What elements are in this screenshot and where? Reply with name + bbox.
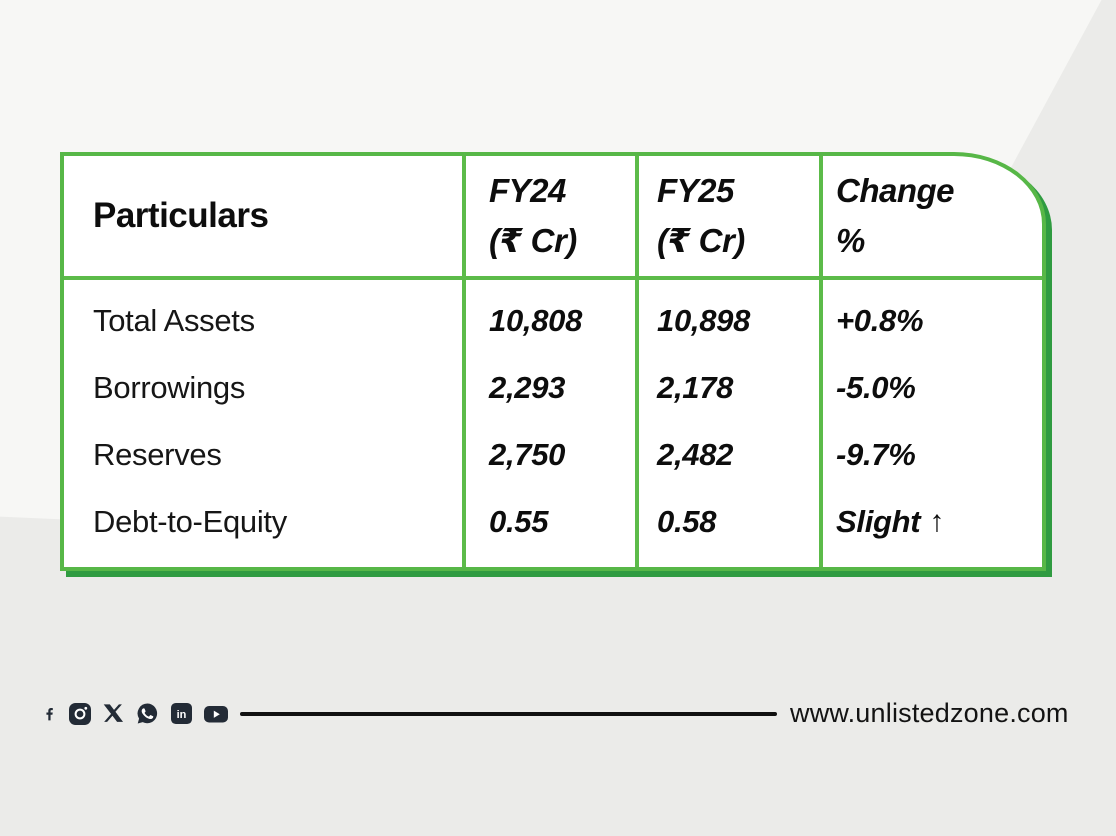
x-icon[interactable] bbox=[103, 703, 124, 724]
column-header-fy24: FY24 (₹ Cr) bbox=[466, 156, 635, 280]
facebook-icon[interactable] bbox=[42, 702, 57, 725]
row-label: Reserves bbox=[93, 436, 222, 472]
column-header-fy25: FY25 (₹ Cr) bbox=[639, 156, 819, 280]
svg-text:in: in bbox=[177, 709, 187, 721]
change-text: Slight bbox=[836, 503, 921, 539]
row-label: Debt-to-Equity bbox=[93, 503, 287, 539]
change-value: -5.0% bbox=[823, 354, 1042, 421]
fy24-value: 10,808 bbox=[489, 302, 583, 338]
change-text: +0.8% bbox=[836, 302, 924, 338]
fy24-value: 2,293 bbox=[489, 369, 566, 405]
column-header-particulars: Particulars bbox=[64, 156, 462, 280]
change-value: Slight ↑ bbox=[823, 488, 1042, 555]
social-icons: in bbox=[42, 702, 228, 725]
header-label: Change bbox=[836, 172, 955, 209]
header-label: FY25 bbox=[657, 172, 734, 209]
fy24-cells: 10,808 2,293 2,750 0.55 bbox=[466, 280, 635, 555]
instagram-icon[interactable] bbox=[69, 702, 91, 725]
particulars-cells: Total Assets Borrowings Reserves Debt-to… bbox=[64, 280, 462, 555]
header-label: FY24 bbox=[489, 172, 566, 209]
up-arrow-icon: ↑ bbox=[929, 504, 945, 538]
financials-table: Particulars Total Assets Borrowings Rese… bbox=[60, 152, 1046, 571]
row-label: Borrowings bbox=[93, 369, 246, 405]
column-change: Change % +0.8% -5.0% -9.7% Slight ↑ bbox=[823, 156, 1042, 567]
linkedin-icon[interactable]: in bbox=[171, 703, 192, 724]
row-label: Total Assets bbox=[93, 302, 255, 338]
fy25-value: 2,178 bbox=[657, 369, 734, 405]
fy25-value: 2,482 bbox=[657, 436, 734, 472]
column-header-change: Change % bbox=[823, 156, 1042, 280]
fy24-value: 0.55 bbox=[489, 503, 549, 539]
youtube-icon[interactable] bbox=[204, 703, 228, 725]
change-value: -9.7% bbox=[823, 421, 1042, 488]
website-link[interactable]: www.unlistedzone.com bbox=[790, 698, 1069, 728]
fy24-value: 2,750 bbox=[489, 436, 566, 472]
column-fy25: FY25 (₹ Cr) 10,898 2,178 2,482 0.58 bbox=[639, 156, 823, 567]
header-sublabel: (₹ Cr) bbox=[657, 222, 745, 259]
header-sublabel: (₹ Cr) bbox=[489, 222, 577, 259]
footer-divider-line bbox=[240, 711, 777, 716]
whatsapp-icon[interactable] bbox=[136, 702, 159, 725]
header-label: Particulars bbox=[93, 196, 269, 235]
change-text: -9.7% bbox=[836, 436, 916, 472]
header-sublabel: % bbox=[836, 222, 865, 259]
change-cells: +0.8% -5.0% -9.7% Slight ↑ bbox=[823, 280, 1042, 555]
column-particulars: Particulars Total Assets Borrowings Rese… bbox=[64, 156, 466, 567]
change-value: +0.8% bbox=[823, 287, 1042, 354]
footer: in www.unlistedzone.com bbox=[42, 698, 1076, 729]
fy25-value: 0.58 bbox=[657, 503, 717, 539]
fy25-value: 10,898 bbox=[657, 302, 751, 338]
column-fy24: FY24 (₹ Cr) 10,808 2,293 2,750 0.55 bbox=[466, 156, 639, 567]
fy25-cells: 10,898 2,178 2,482 0.58 bbox=[639, 280, 819, 555]
change-text: -5.0% bbox=[836, 369, 916, 405]
